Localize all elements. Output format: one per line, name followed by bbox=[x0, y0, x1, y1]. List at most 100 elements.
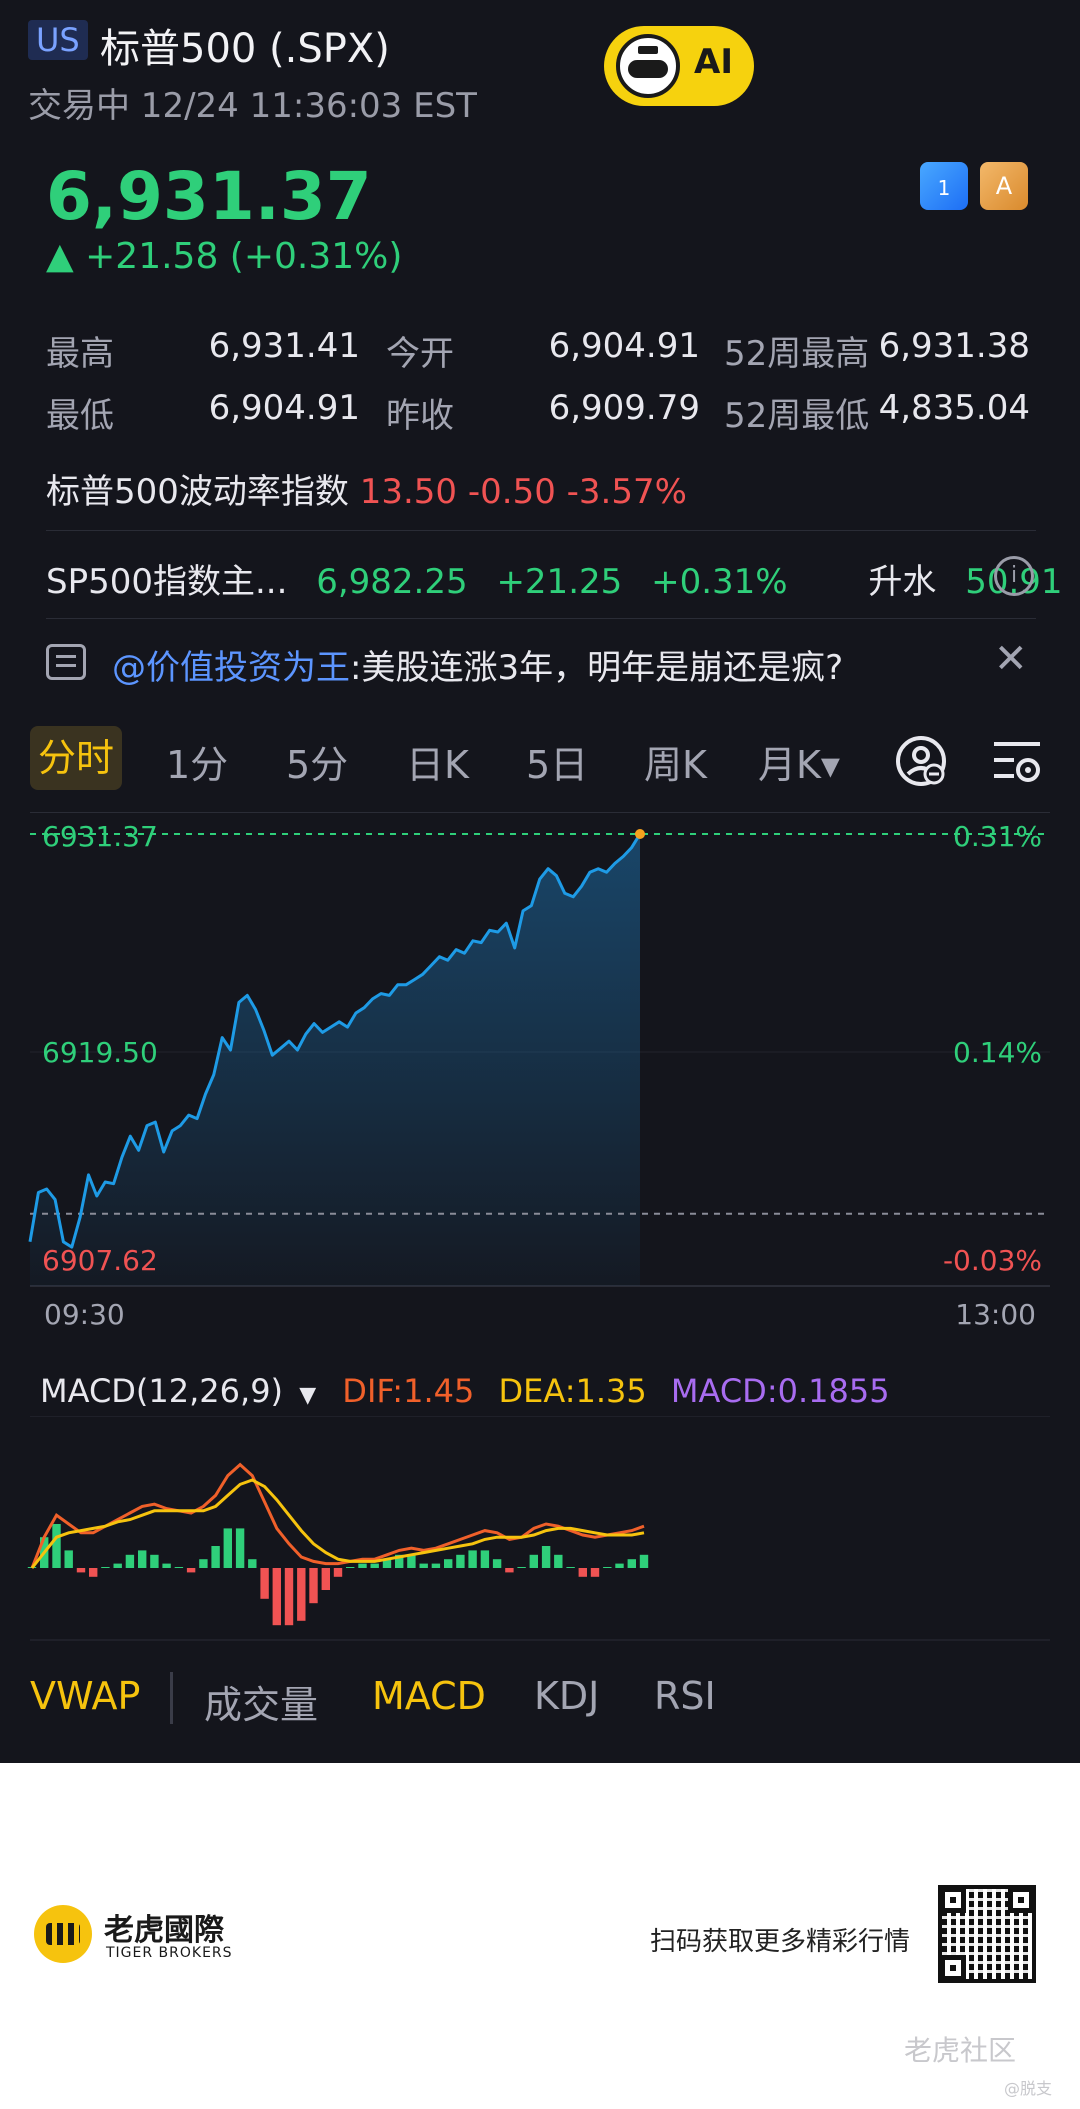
macd-hist-bar bbox=[138, 1550, 147, 1568]
macd-hist-bar bbox=[162, 1563, 171, 1568]
news-headline[interactable]: @价值投资为王:美股连涨3年，明年是崩还是疯? bbox=[112, 640, 843, 689]
y-label-mid: 6919.50 bbox=[42, 1036, 158, 1069]
prev-close-value: 6,909.79 bbox=[548, 388, 700, 428]
macd-hist-bar bbox=[113, 1563, 122, 1568]
macd-hist-bar bbox=[554, 1554, 563, 1568]
compare-icon[interactable] bbox=[894, 734, 948, 788]
macd-hist-bar bbox=[284, 1568, 294, 1626]
low-value: 6,904.91 bbox=[208, 388, 360, 428]
news-banner[interactable]: @价值投资为王:美股连涨3年，明年是崩还是疯? ✕ bbox=[0, 628, 1080, 702]
brand-name-en: TIGER BROKERS bbox=[106, 1945, 233, 1961]
macd-hist-bar bbox=[186, 1568, 196, 1573]
tab-kdj[interactable]: KDJ bbox=[534, 1674, 600, 1718]
macd-legend[interactable]: MACD(12,26,9) ▼ DIF:1.45 DEA:1.35 MACD:0… bbox=[40, 1372, 890, 1410]
tab-5min[interactable]: 5分 bbox=[286, 743, 349, 787]
dif-value: DIF:1.45 bbox=[342, 1372, 475, 1410]
macd-hist-bar bbox=[235, 1528, 245, 1568]
market-badge: US bbox=[28, 20, 88, 60]
x-label-start: 09:30 bbox=[44, 1298, 125, 1331]
tab-volume[interactable]: 成交量 bbox=[204, 1683, 319, 1727]
futures-row[interactable]: SP500指数主... 6,982.25 +21.25 +0.31% 升水 50… bbox=[46, 554, 1063, 603]
x-label-end: 13:00 bbox=[955, 1298, 1036, 1331]
info-icon[interactable]: i bbox=[994, 556, 1034, 596]
tab-weekly[interactable]: 周K bbox=[644, 743, 707, 787]
trading-status: 交易中 12/24 11:36:03 EST bbox=[28, 86, 477, 126]
macd-hist-bar bbox=[150, 1554, 159, 1568]
macd-hist-bar bbox=[615, 1563, 624, 1568]
chart-period-tabs: 分时 1分 5分 日K 5日 周K 月K▾ bbox=[0, 724, 1080, 796]
wk52-low-label: 52周最低 bbox=[724, 396, 870, 436]
macd-hist-bar bbox=[603, 1567, 612, 1568]
indicator-tabs: VWAP 成交量 MACD KDJ RSI bbox=[0, 1670, 1080, 1730]
lightning-icon[interactable]: 1 bbox=[920, 162, 968, 210]
premium-label: 升水 bbox=[868, 562, 937, 602]
divider bbox=[46, 618, 1036, 619]
comment-icon bbox=[46, 644, 86, 680]
futures-change: +21.25 bbox=[496, 562, 623, 602]
qr-finder bbox=[940, 1887, 966, 1913]
macd-hist-bar bbox=[517, 1567, 526, 1568]
high-value: 6,931.41 bbox=[208, 326, 360, 366]
chart-settings-icon[interactable] bbox=[990, 734, 1044, 788]
prev-close-label: 昨收 bbox=[386, 396, 454, 436]
macd-hist-bar bbox=[492, 1559, 502, 1568]
wk52-high-value: 6,931.38 bbox=[878, 326, 1030, 366]
ai-label: AI bbox=[694, 42, 733, 82]
macd-hist-bar bbox=[76, 1568, 86, 1573]
watermark-user: @脱支 bbox=[1004, 2079, 1053, 2098]
tab-5day[interactable]: 5日 bbox=[526, 743, 589, 787]
tiger-mascot-icon bbox=[616, 34, 680, 98]
macd-hist-bar bbox=[260, 1568, 269, 1599]
macd-hist-bar bbox=[541, 1546, 551, 1568]
macd-hist-bar bbox=[199, 1559, 208, 1568]
macd-chart[interactable] bbox=[0, 1416, 1080, 1642]
macd-hist-bar bbox=[590, 1568, 600, 1577]
close-icon[interactable]: ✕ bbox=[994, 636, 1028, 682]
tab-1min[interactable]: 1分 bbox=[166, 743, 229, 787]
macd-hist-bar bbox=[101, 1567, 110, 1568]
tab-intraday[interactable]: 分时 bbox=[30, 726, 123, 790]
news-author[interactable]: @价值投资为王 bbox=[112, 648, 350, 688]
last-price-dot bbox=[635, 829, 645, 839]
open-value: 6,904.91 bbox=[548, 326, 700, 366]
macd-params: MACD(12,26,9) bbox=[40, 1372, 284, 1410]
macd-hist-bar bbox=[578, 1568, 587, 1577]
macd-hist-bar bbox=[382, 1559, 392, 1568]
macd-hist-bar bbox=[297, 1568, 306, 1621]
macd-hist-bar bbox=[125, 1554, 135, 1568]
tab-daily[interactable]: 日K bbox=[406, 743, 469, 787]
macd-hist-bar bbox=[223, 1528, 232, 1568]
futures-pct: +0.31% bbox=[651, 562, 788, 602]
open-label: 今开 bbox=[386, 334, 454, 374]
macd-hist-bar bbox=[468, 1550, 477, 1568]
ai-assistant-button[interactable]: AI bbox=[604, 26, 754, 106]
macd-hist-bar bbox=[505, 1568, 514, 1573]
vix-label: 标普500波动率指数 bbox=[46, 472, 349, 512]
tab-monthly[interactable]: 月K▾ bbox=[758, 743, 840, 787]
qr-code bbox=[938, 1885, 1036, 1983]
macd-series bbox=[27, 1462, 649, 1626]
intraday-price-chart[interactable]: 6931.37 6919.50 6907.62 0.31% 0.14% -0.0… bbox=[0, 812, 1080, 1352]
macd-hist-bar bbox=[395, 1554, 404, 1568]
vix-row[interactable]: 标普500波动率指数 13.50 -0.50 -3.57% bbox=[46, 464, 687, 513]
layers-icon[interactable]: A bbox=[980, 162, 1028, 210]
price-series bbox=[28, 829, 1050, 1286]
y-pct-top: 0.31% bbox=[953, 820, 1042, 853]
macd-hist-bar bbox=[431, 1563, 441, 1568]
wk52-low-value: 4,835.04 bbox=[878, 388, 1030, 428]
wk52-high-label: 52周最高 bbox=[724, 334, 870, 374]
tab-vwap[interactable]: VWAP bbox=[30, 1674, 141, 1718]
info-glyph: i bbox=[1010, 563, 1018, 588]
tab-macd[interactable]: MACD bbox=[372, 1674, 486, 1718]
futures-label: SP500指数主... bbox=[46, 562, 288, 602]
price-line bbox=[28, 833, 642, 1249]
macd-hist-bar bbox=[639, 1554, 649, 1568]
page-title: 标普500 (.SPX) bbox=[100, 26, 390, 72]
tab-rsi[interactable]: RSI bbox=[654, 1674, 716, 1718]
macd-hist-bar bbox=[419, 1563, 428, 1568]
macd-value: MACD:0.1855 bbox=[670, 1372, 890, 1410]
divider bbox=[46, 530, 1036, 531]
macd-hist-bar bbox=[64, 1550, 73, 1568]
dea-value: DEA:1.35 bbox=[498, 1372, 647, 1410]
share-footer: 老虎國際 TIGER BROKERS 扫码获取更多精彩行情 老虎社区 @脱支 bbox=[0, 1763, 1080, 2109]
